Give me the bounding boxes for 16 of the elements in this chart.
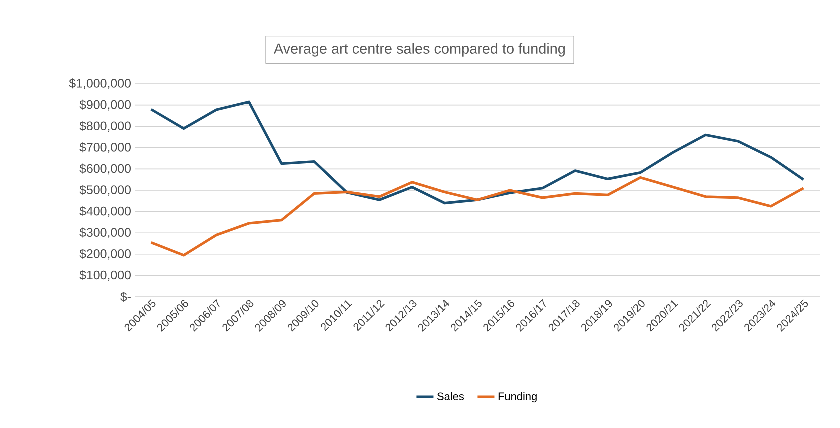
y-tick-label: $300,000	[80, 228, 131, 239]
y-tick-label: $100,000	[80, 270, 131, 282]
y-tick-label: $600,000	[80, 164, 131, 175]
y-tick-label: $400,000	[80, 206, 131, 218]
y-tick-label: $800,000	[80, 121, 131, 132]
y-tick-label: $500,000	[80, 185, 131, 196]
chart-title: Average art centre sales compared to funding	[274, 43, 566, 57]
y-tick-label: $1,000,000	[69, 78, 131, 90]
legend-label: Sales	[438, 392, 464, 400]
y-tick-label: $900,000	[80, 100, 131, 111]
legend-label: Funding	[498, 392, 537, 403]
line-series	[150, 176, 806, 257]
y-tick-label: $200,000	[80, 248, 131, 260]
y-tick-label: $-	[120, 292, 131, 302]
line-series	[150, 100, 806, 205]
y-tick-label: $700,000	[80, 142, 131, 154]
